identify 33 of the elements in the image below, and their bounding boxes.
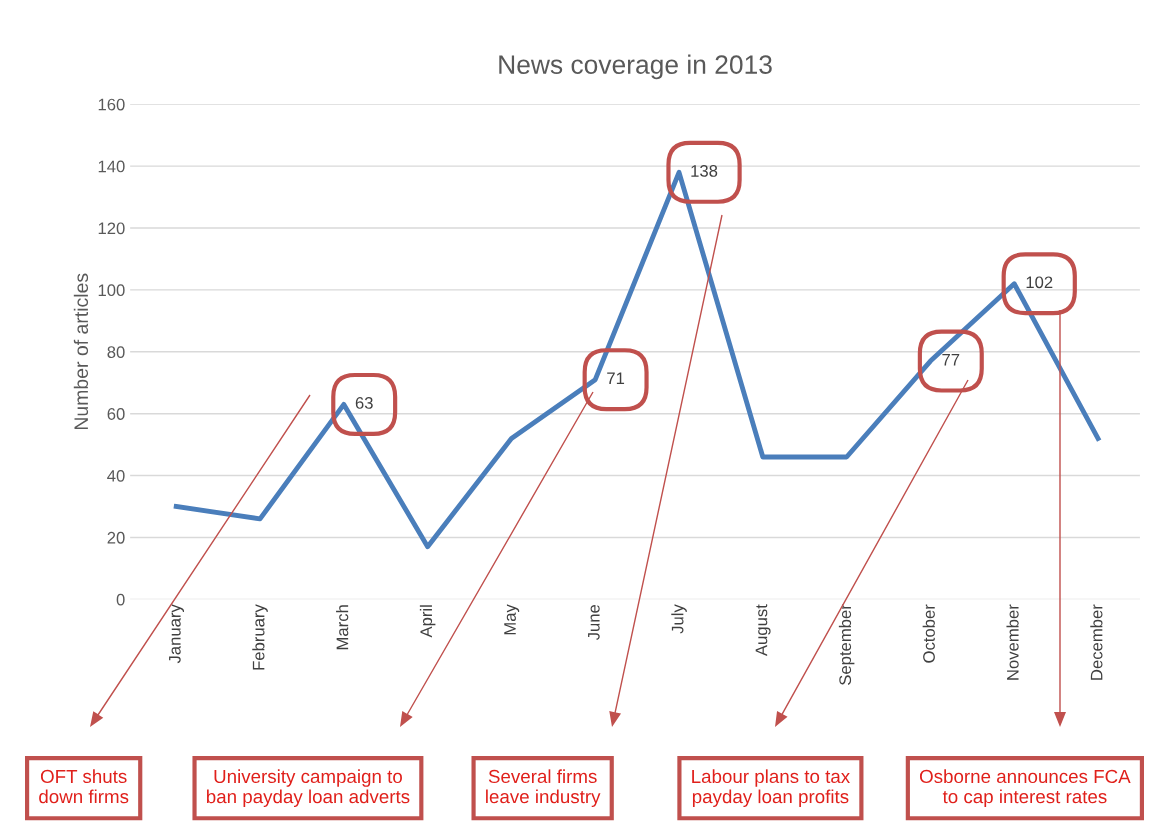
x-tick-label: November [1006,604,1019,680]
y-tick-label: 20 [107,531,125,544]
x-tick-label: May [504,604,520,635]
y-tick-label: 160 [98,98,125,111]
x-tick-label: June [588,604,600,641]
x-tick-label: October [922,604,935,663]
x-tick-label: July [671,604,687,634]
x-tick-label: March [336,605,349,650]
y-tick-label: 120 [98,222,125,235]
x-tick-label: April [419,605,436,638]
x-tick-label: January [169,604,184,664]
text: OFT shuts down firms [39,769,129,804]
y-tick-label: 80 [107,346,125,358]
data-label: 71 [607,372,625,384]
data-label: 63 [355,397,373,409]
y-tick-label: 140 [98,160,125,173]
x-tick-label: August [755,604,771,657]
y-tick-label: 60 [107,408,125,420]
text: Osborne announces FCA to cap interest rates [919,769,1131,807]
x-tick-label: February [252,604,268,670]
y-tick-label: 40 [107,469,125,482]
data-label: 102 [1026,276,1053,289]
text: University campaign to ban payday loan adverts [206,769,410,807]
data-label: 77 [942,353,960,366]
x-tick-label: September [838,604,855,685]
y-tick-label: 100 [98,284,125,297]
text: Labour plans to tax payday loan profits [692,769,850,807]
y-tick-label: 0 [116,593,125,606]
y-axis-title: Number of articles [73,273,89,430]
data-label: 138 [691,165,718,177]
text: Several firms leave industry [486,769,601,807]
x-tick-label: December [1090,604,1103,680]
chart-title: News coverage in 2013 [499,54,772,80]
